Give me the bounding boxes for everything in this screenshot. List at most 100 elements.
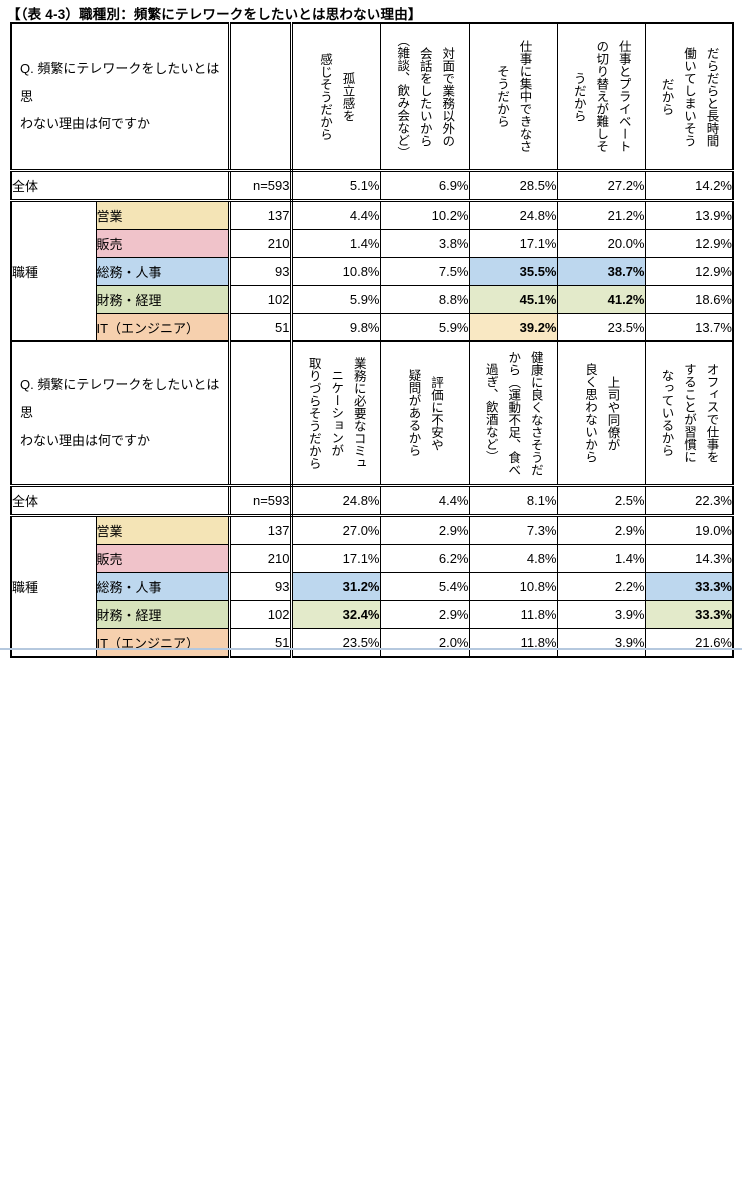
column-header: だらだらと長時間 働いてしまいそう だから (644, 22, 734, 172)
value-cell: 11.8% (468, 600, 558, 629)
value-cell: 4.4% (379, 485, 470, 517)
value-cell: 17.1% (290, 544, 381, 573)
value-cell: 2.2% (556, 572, 646, 601)
category-label: 販売 (95, 544, 230, 573)
table-row: IT（エンジニア） 51 9.8% 5.9% 39.2% 23.5% 13.7% (11, 313, 734, 343)
column-header: 仕事に集中できなさ そうだから (468, 22, 558, 172)
value-cell: 4.8% (468, 544, 558, 573)
value-cell: 3.9% (556, 600, 646, 629)
n-column-header-cell (227, 22, 293, 172)
value-cell: 4.4% (290, 200, 381, 230)
respondent-count: 51 (227, 628, 293, 658)
column-header-wrap: 孤立感を 感じそうだから (293, 24, 380, 168)
table-row: 職種 営業 137 27.0% 2.9% 7.3% 2.9% 19.0% (10, 515, 734, 658)
column-header-wrap: 仕事に集中できなさ そうだから (470, 24, 556, 168)
column-header-text: 評価に不安や 疑問があるから (406, 369, 444, 457)
page-title: 【（表 4-3）職種別：頻繁にテレワークをしたいとは思わない理由】 (7, 7, 422, 22)
column-header-text: 健康に良くなさそうだ から（運動不足、食べ 過ぎ、飲酒など） (483, 350, 543, 476)
value-cell: 20.0% (556, 229, 646, 258)
value-cell-highlight: 38.7% (556, 257, 646, 286)
table-row: 販売 210 17.1% 6.2% 4.8% 1.4% 14.3% (11, 544, 734, 573)
column-header-text: 対面で業務以外の 会話をしたいから （雑談、飲み会など） (395, 34, 455, 159)
value-cell-highlight: 31.2% (290, 572, 381, 601)
value-cell: 6.9% (379, 170, 470, 202)
column-header-wrap: 上司や同僚が 良く思わないから (558, 342, 644, 483)
value-cell: 10.8% (290, 257, 381, 286)
header-row: Q. 頻繁にテレワークをしたいとは思 わない理由は何ですか 業務に必要なコミュ ニ… (10, 340, 734, 487)
respondent-count: 137 (227, 515, 293, 545)
question-text: Q. 頻繁にテレワークをしたいとは思 わない理由は何ですか (20, 60, 220, 132)
column-header-wrap: 仕事とプライベート の切り替えが難しそ うだから (558, 24, 644, 168)
group-label: 職種 (10, 200, 97, 343)
value-cell: 17.1% (468, 229, 558, 258)
value-cell: 14.2% (644, 170, 734, 202)
question-text: Q. 頻繁にテレワークをしたいとは思 わない理由は何ですか (20, 377, 220, 448)
respondent-count: 210 (227, 229, 293, 258)
value-cell: 1.4% (556, 544, 646, 573)
value-cell: 21.2% (556, 200, 646, 230)
value-cell: 23.5% (556, 313, 646, 343)
respondent-count: 210 (227, 544, 293, 573)
value-cell: 3.9% (556, 628, 646, 658)
total-row-label: 全体 (10, 485, 230, 517)
column-header: 評価に不安や 疑問があるから (379, 340, 470, 487)
value-cell: 12.9% (644, 257, 734, 286)
value-cell: 27.2% (556, 170, 646, 202)
value-cell-highlight: 39.2% (468, 313, 558, 343)
value-cell: 2.9% (379, 515, 470, 545)
column-header-wrap: 業務に必要なコミュ ニケーションが 取りづらそうだから (293, 342, 380, 483)
value-cell-highlight: 33.3% (644, 572, 734, 601)
reason-table-1: Q. 頻繁にテレワークをしたいとは思 わない理由は何ですか 孤立感を 感じそうだか… (10, 22, 734, 343)
value-cell: 8.1% (468, 485, 558, 517)
respondent-count: 102 (227, 285, 293, 314)
category-label: 販売 (95, 229, 230, 258)
value-cell: 21.6% (644, 628, 734, 658)
header-row: Q. 頻繁にテレワークをしたいとは思 わない理由は何ですか 孤立感を 感じそうだか… (10, 22, 734, 172)
value-cell: 9.8% (290, 313, 381, 343)
column-header-wrap: だらだらと長時間 働いてしまいそう だから (646, 24, 732, 168)
value-cell: 24.8% (468, 200, 558, 230)
category-label: 財務・経理 (95, 600, 230, 629)
respondent-count: 102 (227, 600, 293, 629)
total-row-label: 全体 (10, 170, 230, 202)
table-row: IT（エンジニア） 51 23.5% 2.0% 11.8% 3.9% 21.6% (11, 628, 734, 658)
value-cell: 8.8% (379, 285, 470, 314)
value-cell: 13.7% (644, 313, 734, 343)
value-cell: 1.4% (290, 229, 381, 258)
value-cell: 10.2% (379, 200, 470, 230)
value-cell: 7.3% (468, 515, 558, 545)
category-label: 財務・経理 (95, 285, 230, 314)
n-column-header-cell (227, 340, 293, 487)
value-cell: 23.5% (290, 628, 381, 658)
question-cell: Q. 頻繁にテレワークをしたいとは思 わない理由は何ですか (10, 22, 230, 172)
category-label: 営業 (95, 200, 230, 230)
value-cell: 12.9% (644, 229, 734, 258)
respondent-count: n=593 (227, 485, 293, 517)
value-cell: 10.8% (468, 572, 558, 601)
table-row: 財務・経理 102 32.4% 2.9% 11.8% 3.9% 33.3% (11, 600, 734, 629)
value-cell-highlight: 41.2% (556, 285, 646, 314)
column-header-wrap: オフィスで仕事を することが習慣に なっているから (646, 342, 732, 483)
value-cell-highlight: 32.4% (290, 600, 381, 629)
value-cell: 2.0% (379, 628, 470, 658)
table-row: 財務・経理 102 5.9% 8.8% 45.1% 41.2% 18.6% (11, 285, 734, 314)
column-header: オフィスで仕事を することが習慣に なっているから (644, 340, 734, 487)
respondent-count: 93 (227, 257, 293, 286)
table-row: 職種 営業 137 4.4% 10.2% 24.8% 21.2% 13.9% (10, 200, 734, 343)
value-cell: 6.2% (379, 544, 470, 573)
respondent-count: 93 (227, 572, 293, 601)
question-cell: Q. 頻繁にテレワークをしたいとは思 わない理由は何ですか (10, 340, 230, 487)
value-cell: 27.0% (290, 515, 381, 545)
total-row: 全体 n=593 24.8% 4.4% 8.1% 2.5% 22.3% (10, 485, 734, 517)
value-cell: 13.9% (644, 200, 734, 230)
value-cell: 11.8% (468, 628, 558, 658)
value-cell: 5.1% (290, 170, 381, 202)
column-header-wrap: 健康に良くなさそうだ から（運動不足、食べ 過ぎ、飲酒など） (470, 342, 556, 483)
column-header-text: 業務に必要なコミュ ニケーションが 取りづらそうだから (306, 356, 366, 470)
value-cell: 18.6% (644, 285, 734, 314)
category-label: IT（エンジニア） (95, 628, 230, 658)
column-header: 仕事とプライベート の切り替えが難しそ うだから (556, 22, 646, 172)
bottom-divider (0, 648, 742, 650)
respondent-count: 51 (227, 313, 293, 343)
value-cell-highlight: 35.5% (468, 257, 558, 286)
